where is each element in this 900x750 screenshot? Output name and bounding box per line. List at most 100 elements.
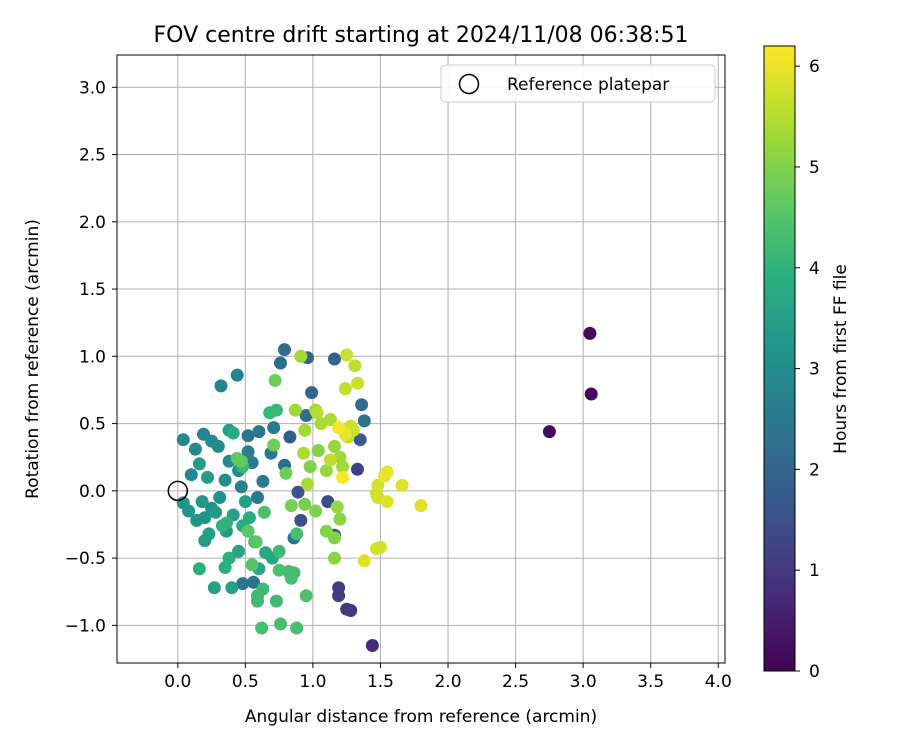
data-point <box>290 621 304 635</box>
data-point <box>328 551 341 565</box>
data-point <box>355 398 369 412</box>
legend: Reference platepar <box>440 64 716 103</box>
data-point <box>249 535 263 549</box>
data-point <box>283 430 297 444</box>
data-point <box>298 423 312 437</box>
data-point <box>332 589 346 603</box>
data-point <box>380 495 394 509</box>
colorbar-tick-label: 3 <box>809 360 820 380</box>
colorbar-tick-label: 0 <box>809 662 820 682</box>
colorbar-tick-label: 6 <box>809 57 820 77</box>
y-tick-label: 3.0 <box>79 78 106 98</box>
data-point <box>336 470 350 484</box>
data-point <box>236 577 250 591</box>
data-point <box>330 500 344 514</box>
chart-title: FOV centre drift starting at 2024/11/08 … <box>154 23 689 48</box>
data-point <box>251 491 264 504</box>
data-point <box>247 575 260 589</box>
colorbar-tick-label: 1 <box>809 561 820 581</box>
data-point <box>321 495 335 509</box>
colorbar-gradient <box>763 45 796 672</box>
colorbar-tick-label: 4 <box>809 259 820 279</box>
data-point <box>218 473 232 487</box>
data-point <box>176 433 190 447</box>
data-point <box>219 516 233 530</box>
data-point <box>192 457 206 471</box>
data-point <box>291 485 305 499</box>
data-point <box>234 480 248 494</box>
data-point <box>269 403 283 417</box>
data-point <box>344 604 358 617</box>
data-point <box>332 421 346 435</box>
data-point <box>241 524 255 538</box>
data-point <box>333 512 347 526</box>
y-tick-label: 2.0 <box>79 213 106 233</box>
data-point <box>241 445 255 459</box>
x-tick-label: 4.0 <box>705 672 732 692</box>
data-point <box>218 561 232 574</box>
data-point <box>184 468 198 482</box>
legend-reference-marker <box>458 73 480 95</box>
data-point <box>294 349 308 363</box>
data-point <box>201 470 214 484</box>
x-tick-label: 2.5 <box>502 672 529 692</box>
data-point <box>311 444 325 457</box>
colorbar-ticks: 0 1 2 3 4 5 6 <box>795 57 820 682</box>
data-point <box>279 466 293 480</box>
data-point <box>303 460 317 474</box>
data-point <box>214 379 228 393</box>
data-point <box>213 491 227 504</box>
y-tick-label: −0.5 <box>65 549 106 569</box>
plot-frame <box>116 54 726 664</box>
legend-box <box>440 64 716 103</box>
data-point <box>269 594 283 608</box>
legend-label: Reference platepar <box>507 75 669 95</box>
data-point <box>297 446 310 460</box>
data-point <box>351 462 364 476</box>
data-point <box>198 534 212 548</box>
data-point <box>272 563 286 577</box>
x-tick-label: 0.0 <box>164 672 191 692</box>
reference-platepar-marker <box>167 480 189 502</box>
data-point <box>245 558 259 572</box>
data-point <box>395 478 409 492</box>
data-point <box>294 513 308 527</box>
data-point <box>338 382 352 396</box>
data-point <box>256 474 270 488</box>
y-tick-label: 2.5 <box>79 146 106 166</box>
data-point <box>288 403 302 417</box>
data-point <box>241 429 255 443</box>
data-point <box>314 417 328 431</box>
data-point <box>272 544 286 558</box>
colorbar: 0 1 2 3 4 5 6 Hours from first FF file <box>763 45 851 682</box>
plot-area: 0.0 0.5 1.0 1.5 2.0 2.5 3.0 3.5 4.0 −1.0 −0.5 0.0 0.… <box>65 54 732 692</box>
data-point <box>414 499 428 513</box>
data-point <box>267 438 281 452</box>
data-point <box>542 425 556 439</box>
data-point <box>324 453 337 467</box>
data-point <box>365 639 379 652</box>
y-tick-label: 1.5 <box>79 280 106 300</box>
x-tick-label: 1.0 <box>299 672 326 692</box>
x-tick-label: 3.5 <box>637 672 664 692</box>
data-point <box>251 589 264 603</box>
data-point <box>274 356 287 370</box>
y-tick-label: 0.5 <box>79 415 106 435</box>
data-point <box>298 497 312 511</box>
data-point <box>274 617 287 631</box>
data-point <box>284 571 298 585</box>
data-point <box>252 425 266 439</box>
data-point <box>226 426 240 440</box>
data-point <box>583 326 597 340</box>
data-point <box>328 352 341 366</box>
x-tick-label: 2.0 <box>434 672 461 692</box>
data-point <box>225 581 239 595</box>
data-point <box>234 454 248 468</box>
colorbar-tick-label: 5 <box>809 158 820 178</box>
y-tick-label: −1.0 <box>65 616 106 636</box>
data-point <box>301 477 314 491</box>
y-tick-label: 1.0 <box>79 347 106 367</box>
data-point <box>209 505 223 519</box>
data-point <box>192 562 206 576</box>
